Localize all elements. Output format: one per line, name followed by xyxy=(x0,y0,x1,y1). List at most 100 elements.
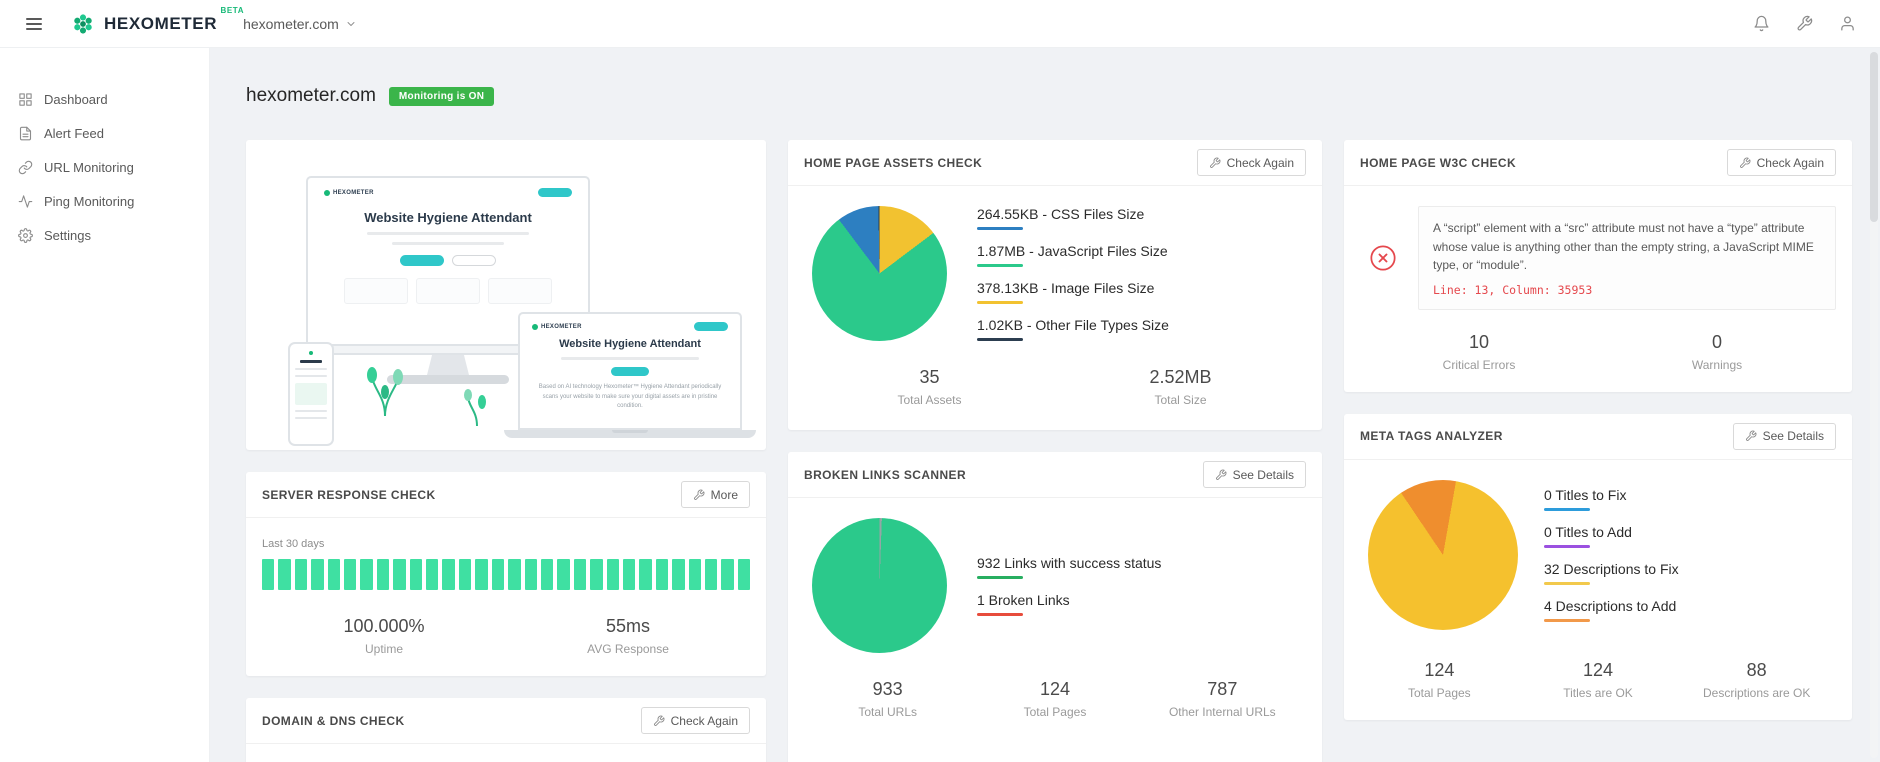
check-again-button[interactable]: Check Again xyxy=(1726,149,1836,176)
sidebar-item-alert-feed[interactable]: Alert Feed xyxy=(0,116,209,150)
uptime-bar xyxy=(360,559,373,590)
column-2: HOME PAGE ASSETS CHECK Check Again 264.5… xyxy=(788,140,1322,762)
chevron-down-icon xyxy=(347,21,355,26)
see-details-button[interactable]: See Details xyxy=(1202,461,1306,488)
legend-item: 264.55KB - CSS Files Size xyxy=(977,206,1169,230)
monitor-stand xyxy=(427,355,469,375)
uptime-bar xyxy=(737,559,751,590)
w3c-check-card: HOME PAGE W3C CHECK Check Again xyxy=(1344,140,1852,392)
uptime-bar xyxy=(557,559,570,590)
mockup-cta-secondary xyxy=(452,255,496,266)
uptime-bar xyxy=(704,559,718,590)
uptime-bar-chart xyxy=(262,559,751,590)
legend-item: 378.13KB - Image Files Size xyxy=(977,280,1169,304)
tools-button[interactable] xyxy=(1794,13,1815,34)
domain-selector[interactable]: hexometer.com xyxy=(243,16,357,32)
stat-total-size: 2.52MB Total Size xyxy=(1149,367,1212,407)
uptime-bar xyxy=(688,559,701,590)
uptime-bar xyxy=(475,559,488,590)
mockup-cta-primary xyxy=(611,367,649,376)
see-details-button[interactable]: See Details xyxy=(1732,422,1836,450)
uptime-bar xyxy=(672,559,685,590)
card-title: HOME PAGE W3C CHECK xyxy=(1360,155,1517,170)
user-icon xyxy=(1841,16,1854,31)
hexometer-logo-icon xyxy=(74,13,92,34)
uptime-bar xyxy=(491,559,505,590)
uptime-bar xyxy=(344,559,357,590)
mockup-logo: HEXOMETER xyxy=(324,189,374,196)
uptime-bar xyxy=(458,559,472,590)
brand-name: HEXOMETER xyxy=(104,13,218,33)
check-again-button[interactable]: Check Again xyxy=(640,707,750,734)
sidebar: Dashboard Alert Feed URL Monitoring Ping… xyxy=(0,48,210,762)
laptop-mockup-screen: HEXOMETER Website Hygiene Attendant Base… xyxy=(518,312,742,430)
meta-tags-card: META TAGS ANALYZER See Details 0 Titles … xyxy=(1344,413,1852,720)
server-response-card: SERVER RESPONSE CHECK More Last 30 days … xyxy=(246,472,766,676)
stat-uptime: 100.000% Uptime xyxy=(343,616,425,656)
stat-other-internal-urls: 787 Other Internal URLs xyxy=(1168,679,1276,719)
tool-icon xyxy=(1745,430,1757,442)
mockup-heading: Website Hygiene Attendant xyxy=(559,338,701,350)
card-title: META TAGS ANALYZER xyxy=(1360,429,1503,444)
tool-icon xyxy=(1209,157,1221,168)
uptime-bar xyxy=(622,559,636,590)
dashboard-icon xyxy=(19,92,32,106)
alert-feed-icon xyxy=(19,126,32,140)
mockup-heading: Website Hygiene Attendant xyxy=(364,210,532,225)
uptime-bar xyxy=(508,559,521,590)
wrench-icon xyxy=(1797,15,1813,31)
assets-pie-chart xyxy=(812,206,947,341)
stat-total-urls: 933 Total URLs xyxy=(858,679,917,719)
beta-badge: BETA xyxy=(220,5,245,15)
mockup-logo-icon xyxy=(324,189,330,196)
uptime-bar xyxy=(327,559,341,590)
stat-critical-errors: 10 Critical Errors xyxy=(1442,331,1516,372)
account-button[interactable] xyxy=(1837,13,1858,34)
activity-icon xyxy=(18,194,33,208)
column-1: HEXOMETER Website Hygiene Attendant xyxy=(246,140,766,762)
legend-item: 4 Descriptions to Add xyxy=(1544,598,1679,623)
uptime-bar xyxy=(409,559,423,590)
sidebar-item-settings[interactable]: Settings xyxy=(0,218,209,252)
vertical-scrollbar[interactable] xyxy=(1870,52,1878,758)
scrollbar-thumb[interactable] xyxy=(1870,52,1878,222)
stat-warnings: 0 Warnings xyxy=(1691,331,1743,372)
card-title: SERVER RESPONSE CHECK xyxy=(262,487,436,502)
card-title: DOMAIN & DNS CHECK xyxy=(262,713,405,728)
tool-icon xyxy=(693,489,705,500)
tool-icon xyxy=(1739,157,1751,168)
brand-logo[interactable]: HEXOMETER BETA xyxy=(70,6,243,37)
stat-total-assets: 35 Total Assets xyxy=(897,367,962,407)
uptime-bar xyxy=(262,559,275,590)
uptime-bar xyxy=(426,559,439,590)
card-title: BROKEN LINKS SCANNER xyxy=(804,467,967,482)
stat-avg-response: 55ms AVG Response xyxy=(587,616,669,656)
menu-toggle-button[interactable] xyxy=(22,14,46,34)
sidebar-item-label: URL Monitoring xyxy=(44,159,134,175)
laptop-mockup: HEXOMETER Website Hygiene Attendant Base… xyxy=(504,312,756,438)
link-icon xyxy=(18,160,33,174)
sidebar-item-dashboard[interactable]: Dashboard xyxy=(0,82,209,116)
legend-item: 1 Broken Links xyxy=(977,592,1161,616)
sidebar-item-label: Settings xyxy=(44,227,91,243)
sidebar-item-url-monitoring[interactable]: URL Monitoring xyxy=(0,150,209,184)
stat-titles-ok: 124 Titles are OK xyxy=(1563,659,1633,700)
mockup-logo-icon xyxy=(309,351,313,355)
sidebar-item-label: Dashboard xyxy=(44,91,108,107)
w3c-error-location: Line: 13, Column: 35953 xyxy=(1433,282,1593,297)
mockup-nav-button xyxy=(694,322,728,331)
sidebar-item-ping-monitoring[interactable]: Ping Monitoring xyxy=(0,184,209,218)
uptime-bar xyxy=(540,559,554,590)
meta-tags-pie-chart xyxy=(1368,479,1518,630)
broken-links-legend: 932 Links with success status 1 Broken L… xyxy=(977,555,1161,616)
assets-legend: 264.55KB - CSS Files Size 1.87MB - JavaS… xyxy=(977,206,1169,341)
notifications-button[interactable] xyxy=(1751,13,1772,34)
legend-item: 932 Links with success status xyxy=(977,555,1161,579)
monitoring-status-badge: Monitoring is ON xyxy=(388,86,495,106)
uptime-bar xyxy=(278,559,291,590)
more-button[interactable]: More xyxy=(680,481,750,508)
check-again-button[interactable]: Check Again xyxy=(1196,149,1306,176)
uptime-bar xyxy=(721,559,734,590)
uptime-bar xyxy=(294,559,308,590)
top-header: HEXOMETER BETA hexometer.com xyxy=(0,0,1880,48)
